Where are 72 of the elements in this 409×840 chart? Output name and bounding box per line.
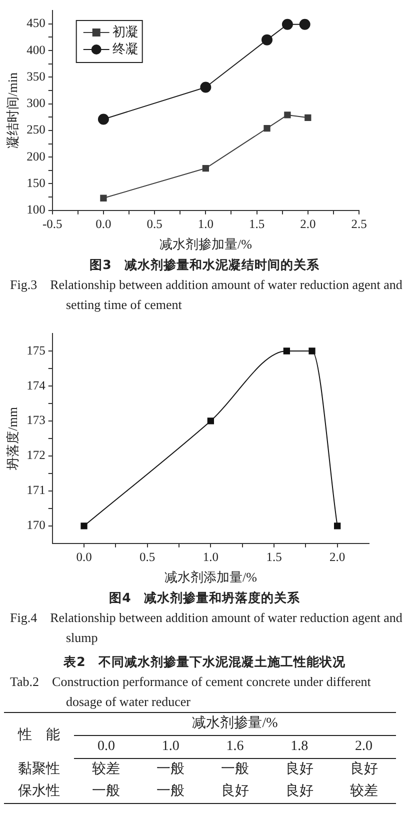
- point: [282, 18, 293, 30]
- y-tick-label: 171: [26, 483, 46, 498]
- y-tick-label: 170: [26, 518, 46, 532]
- text: 较差: [92, 762, 120, 777]
- y-axis-title: 坍落度/mm: [5, 407, 20, 471]
- category-label: 1.8: [267, 736, 332, 758]
- point: [304, 114, 312, 121]
- text: 图4 减水剂掺量和坍落度的关系: [108, 589, 301, 607]
- point: [202, 164, 210, 172]
- text: 图3 减水剂掺量和水泥凝结时间的关系: [88, 256, 320, 274]
- x-tick-label: 2.5: [351, 217, 367, 232]
- text: 良好: [285, 784, 314, 799]
- y-tick-label: 300: [26, 96, 46, 110]
- x-tick-label: 1.5: [248, 217, 265, 232]
- point: [100, 194, 107, 202]
- y-tick-label: 450: [26, 16, 46, 30]
- category-label: 保水性: [18, 784, 60, 799]
- x-tick-label: 0.5: [140, 550, 156, 564]
- category-label: 2.0: [332, 736, 396, 758]
- text: 减水剂掺量/%: [74, 712, 396, 736]
- category-label: 0.0: [74, 736, 138, 758]
- point: [308, 348, 316, 354]
- y-tick-label: 100: [26, 202, 46, 217]
- point: [207, 418, 214, 424]
- text: 一般: [92, 784, 120, 799]
- text: Fig.3 Relationship between addition amount of water reduction agent and setting time of cement: [9, 276, 404, 314]
- x-tick-label: 1.0: [202, 550, 218, 564]
- y-axis-title: 凝结时间/min: [5, 72, 20, 148]
- y-tick-label: 350: [26, 69, 46, 84]
- text: 良好: [350, 762, 378, 777]
- y-tick-label: 172: [26, 448, 46, 462]
- x-tick-label: 0.5: [146, 217, 162, 232]
- x-tick-label: 2.0: [300, 217, 316, 232]
- x-tick-label: 2.0: [330, 550, 346, 564]
- point: [200, 82, 212, 93]
- x-tick-label: 1.0: [198, 217, 214, 232]
- point: [264, 124, 270, 132]
- point: [98, 114, 109, 125]
- text: Tab.2 Construction performance of cement concrete under different dosage of water reducer: [9, 673, 372, 711]
- y-tick-label: 173: [26, 413, 46, 428]
- point: [262, 34, 273, 46]
- y-tick-label: 200: [26, 149, 46, 164]
- category-label: 1.0: [138, 736, 203, 758]
- text: 一般: [156, 784, 185, 799]
- text: 表2 不同减水剂掺量下水泥混凝土施工性能状况: [62, 653, 346, 671]
- x-tick-label: 0.0: [76, 550, 92, 564]
- point: [299, 18, 310, 30]
- text: 性 能: [4, 712, 74, 758]
- text: 较差: [350, 784, 378, 799]
- category-label: 1.6: [202, 736, 268, 758]
- text: Fig.4 Relationship between addition amount of water reduction agent and slump: [9, 609, 404, 647]
- x-tick-label: -0.5: [42, 217, 62, 232]
- y-tick-label: 400: [26, 42, 46, 57]
- y-tick-label: 174: [26, 378, 46, 392]
- legend-label: 终凝: [112, 40, 138, 56]
- x-axis-title: 减水剂掺加量/%: [159, 236, 252, 252]
- point: [80, 522, 88, 530]
- y-tick-label: 250: [26, 122, 46, 137]
- legend-label: 初凝: [112, 24, 138, 39]
- point: [283, 348, 290, 354]
- text: 良好: [285, 762, 314, 777]
- text: 一般: [220, 762, 249, 777]
- y-tick-label: 175: [26, 343, 46, 358]
- x-axis-title: 减水剂添加量/%: [164, 570, 258, 585]
- x-tick-label: 0.0: [96, 217, 112, 232]
- text: 一般: [156, 762, 185, 777]
- point: [334, 522, 341, 530]
- text: 良好: [220, 784, 249, 799]
- x-tick-label: 1.5: [266, 550, 282, 564]
- category-label: 黏聚性: [18, 762, 60, 777]
- y-tick-label: 150: [26, 176, 46, 190]
- point: [284, 112, 291, 118]
